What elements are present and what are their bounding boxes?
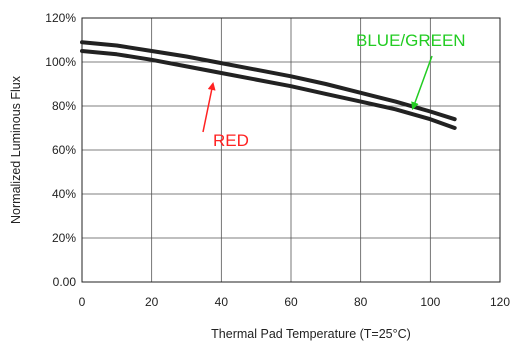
x-tick-labels: 0 20 40 60 80 100 120 (79, 295, 511, 309)
y-tick-label: 80% (52, 99, 76, 113)
annotations-layer: BLUE/GREEN RED (202, 31, 466, 150)
x-tick-label: 20 (145, 295, 159, 309)
y-tick-label: 60% (52, 143, 76, 157)
annotation-arrow-blue-green (411, 55, 433, 111)
plot-frame (81, 17, 501, 283)
series-layer (80, 40, 457, 130)
x-tick-label: 80 (354, 295, 368, 309)
series-line-blue-green (80, 40, 457, 122)
x-tick-label: 0 (79, 295, 86, 309)
x-tick-label: 60 (284, 295, 298, 309)
y-tick-label: 100% (45, 55, 76, 69)
series-line-red (80, 49, 457, 130)
y-tick-label: 40% (52, 187, 76, 201)
x-tick-label: 100 (420, 295, 440, 309)
x-tick-label: 120 (490, 295, 510, 309)
x-axis-label: Thermal Pad Temperature (T=25°C) (211, 327, 411, 341)
y-tick-label: 120% (45, 11, 76, 25)
annotation-label-blue-green: BLUE/GREEN (356, 31, 466, 50)
y-axis-label: Normalized Luminous Flux (9, 75, 23, 224)
annotation-arrow-red (202, 82, 216, 133)
x-tick-label: 40 (215, 295, 229, 309)
y-tick-labels: 0.00 20% 40% 60% 80% 100% 120% (45, 11, 76, 289)
y-tick-label: 20% (52, 231, 76, 245)
annotation-label-red: RED (213, 131, 249, 150)
y-tick-label: 0.00 (53, 275, 77, 289)
